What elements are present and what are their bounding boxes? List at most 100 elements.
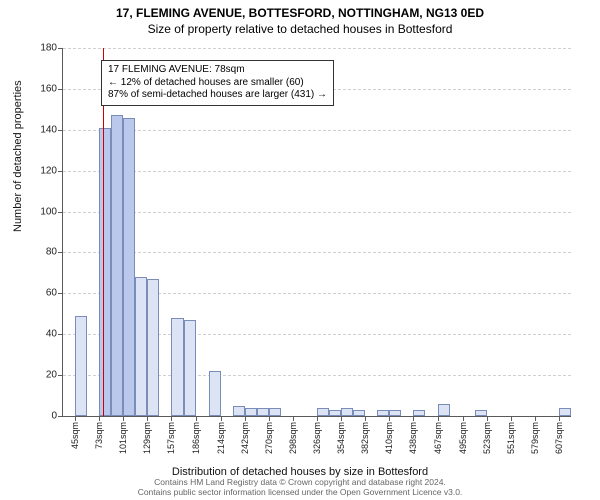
histogram-bar bbox=[475, 410, 487, 416]
xtick-label: 523sqm bbox=[482, 422, 492, 454]
ytick-mark bbox=[58, 416, 63, 417]
ytick-label: 120 bbox=[40, 165, 57, 176]
xtick-mark bbox=[317, 416, 318, 421]
ytick-label: 40 bbox=[46, 329, 57, 340]
histogram-bar bbox=[99, 128, 111, 416]
annotation-box: 17 FLEMING AVENUE: 78sqm ← 12% of detach… bbox=[101, 60, 334, 106]
xtick-mark bbox=[123, 416, 124, 421]
histogram-bar bbox=[123, 118, 135, 416]
xtick-mark bbox=[245, 416, 246, 421]
xtick-mark bbox=[389, 416, 390, 421]
histogram-bar bbox=[135, 277, 147, 416]
ytick-label: 80 bbox=[46, 247, 57, 258]
ytick-mark bbox=[58, 293, 63, 294]
xtick-label: 382sqm bbox=[360, 422, 370, 454]
histogram-bar bbox=[329, 410, 341, 416]
ytick-label: 140 bbox=[40, 124, 57, 135]
histogram-bar bbox=[147, 279, 159, 416]
histogram-bar bbox=[377, 410, 389, 416]
xtick-mark bbox=[438, 416, 439, 421]
xtick-mark bbox=[196, 416, 197, 421]
xtick-mark bbox=[365, 416, 366, 421]
xtick-label: 129sqm bbox=[142, 422, 152, 454]
xtick-mark bbox=[221, 416, 222, 421]
xtick-mark bbox=[487, 416, 488, 421]
gridline bbox=[63, 212, 571, 213]
ytick-label: 160 bbox=[40, 83, 57, 94]
xtick-label: 495sqm bbox=[458, 422, 468, 454]
credit-block: Contains HM Land Registry data © Crown c… bbox=[0, 478, 600, 498]
subtitle-line: Size of property relative to detached ho… bbox=[0, 22, 600, 38]
xtick-label: 186sqm bbox=[191, 422, 201, 454]
gridline bbox=[63, 130, 571, 131]
xtick-mark bbox=[99, 416, 100, 421]
xtick-label: 157sqm bbox=[166, 422, 176, 454]
credit-line2: Contains public sector information licen… bbox=[0, 488, 600, 498]
histogram-bar bbox=[269, 408, 281, 416]
annotation-line2: ← 12% of detached houses are smaller (60… bbox=[108, 77, 327, 90]
xtick-mark bbox=[341, 416, 342, 421]
histogram-bar bbox=[111, 115, 123, 416]
histogram-bar bbox=[257, 408, 269, 416]
xtick-mark bbox=[463, 416, 464, 421]
ytick-mark bbox=[58, 48, 63, 49]
histogram-bar bbox=[413, 410, 425, 416]
ytick-label: 20 bbox=[46, 370, 57, 381]
ytick-mark bbox=[58, 130, 63, 131]
xtick-label: 101sqm bbox=[118, 422, 128, 454]
annotation-line1: 17 FLEMING AVENUE: 78sqm bbox=[108, 64, 327, 77]
histogram-bar bbox=[353, 410, 365, 416]
address-line: 17, FLEMING AVENUE, BOTTESFORD, NOTTINGH… bbox=[0, 6, 600, 22]
xtick-mark bbox=[75, 416, 76, 421]
gridline bbox=[63, 48, 571, 49]
histogram-bar bbox=[171, 318, 183, 416]
plot-area: 17 FLEMING AVENUE: 78sqm ← 12% of detach… bbox=[62, 48, 571, 417]
y-axis-label: Number of detached properties bbox=[12, 80, 24, 232]
xtick-label: 579sqm bbox=[530, 422, 540, 454]
histogram-bar bbox=[209, 371, 221, 416]
xtick-mark bbox=[269, 416, 270, 421]
xtick-mark bbox=[559, 416, 560, 421]
annotation-line3: 87% of semi-detached houses are larger (… bbox=[108, 89, 327, 102]
xtick-label: 354sqm bbox=[336, 422, 346, 454]
xtick-label: 326sqm bbox=[312, 422, 322, 454]
histogram-bar bbox=[317, 408, 329, 416]
histogram-bar bbox=[341, 408, 353, 416]
xtick-label: 410sqm bbox=[384, 422, 394, 454]
xtick-label: 73sqm bbox=[94, 422, 104, 449]
xtick-label: 467sqm bbox=[433, 422, 443, 454]
histogram-bar bbox=[389, 410, 401, 416]
ytick-mark bbox=[58, 89, 63, 90]
ytick-mark bbox=[58, 252, 63, 253]
histogram-bar bbox=[184, 320, 196, 416]
histogram-bar bbox=[559, 408, 571, 416]
ytick-mark bbox=[58, 171, 63, 172]
histogram-bar bbox=[233, 406, 245, 416]
xtick-label: 45sqm bbox=[70, 422, 80, 449]
gridline bbox=[63, 171, 571, 172]
xtick-mark bbox=[511, 416, 512, 421]
ytick-label: 0 bbox=[51, 411, 57, 422]
xtick-mark bbox=[535, 416, 536, 421]
x-axis-label: Distribution of detached houses by size … bbox=[0, 466, 600, 478]
xtick-label: 438sqm bbox=[408, 422, 418, 454]
xtick-mark bbox=[147, 416, 148, 421]
ytick-mark bbox=[58, 375, 63, 376]
histogram-bar bbox=[438, 404, 450, 416]
xtick-mark bbox=[293, 416, 294, 421]
gridline bbox=[63, 252, 571, 253]
histogram-bar bbox=[245, 408, 257, 416]
ytick-label: 180 bbox=[40, 43, 57, 54]
ytick-label: 60 bbox=[46, 288, 57, 299]
ytick-label: 100 bbox=[40, 206, 57, 217]
xtick-label: 242sqm bbox=[240, 422, 250, 454]
xtick-label: 298sqm bbox=[288, 422, 298, 454]
xtick-mark bbox=[171, 416, 172, 421]
ytick-mark bbox=[58, 334, 63, 335]
xtick-label: 607sqm bbox=[554, 422, 564, 454]
ytick-mark bbox=[58, 212, 63, 213]
xtick-label: 551sqm bbox=[506, 422, 516, 454]
xtick-label: 270sqm bbox=[264, 422, 274, 454]
xtick-mark bbox=[413, 416, 414, 421]
histogram-bar bbox=[75, 316, 87, 416]
